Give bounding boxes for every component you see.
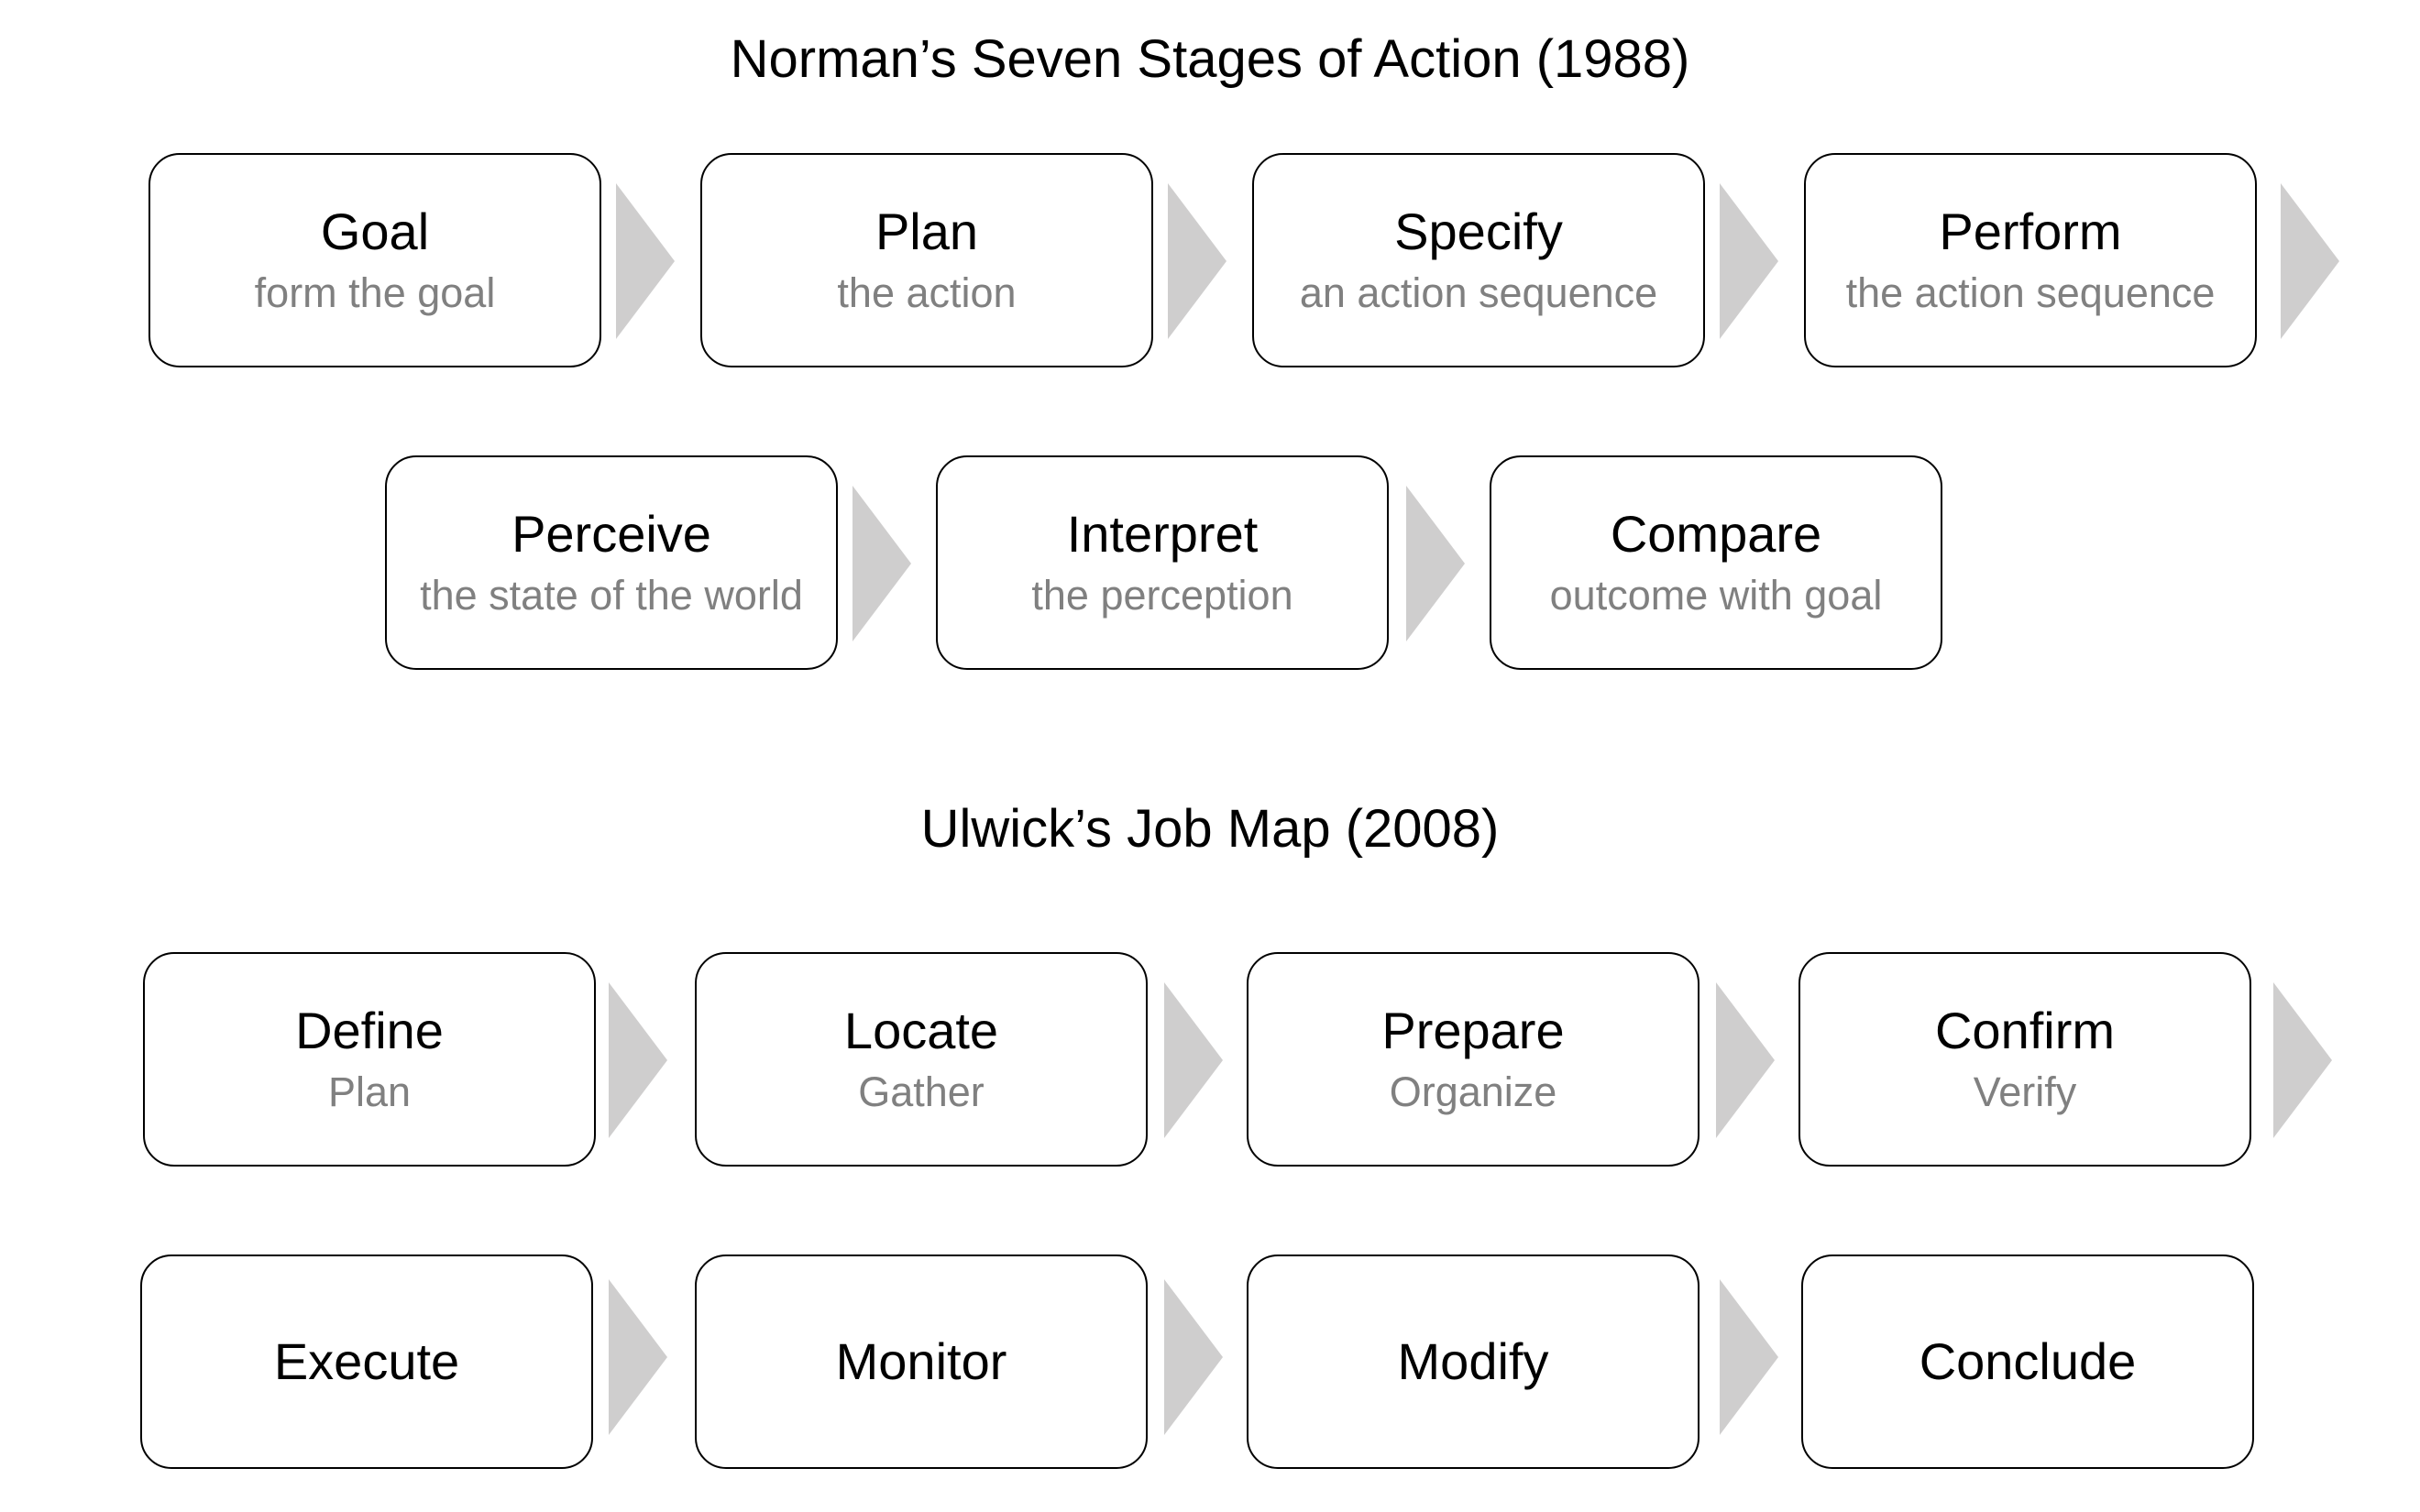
stage-description: form the goal bbox=[254, 269, 496, 317]
chevron-right-icon bbox=[1720, 1279, 1778, 1435]
ulwick-step-box: Locate Gather bbox=[695, 952, 1148, 1167]
step-label: Locate bbox=[843, 1002, 999, 1060]
stage-label: Specify bbox=[1394, 203, 1563, 261]
step-label: Confirm bbox=[1934, 1002, 2116, 1060]
norman-stage-box: Goal form the goal bbox=[148, 153, 601, 367]
step-label: Execute bbox=[273, 1332, 460, 1391]
ulwick-step-box: Modify bbox=[1247, 1255, 1700, 1469]
stage-description: the state of the world bbox=[420, 572, 803, 619]
chevron-right-icon bbox=[1406, 486, 1465, 641]
chevron-right-icon bbox=[852, 486, 911, 641]
stage-label: Interpret bbox=[1066, 505, 1259, 564]
norman-stage-box: Perceive the state of the world bbox=[385, 455, 838, 670]
chevron-right-icon bbox=[2273, 982, 2332, 1138]
chevron-right-icon bbox=[1168, 183, 1226, 339]
step-label: Modify bbox=[1397, 1332, 1549, 1391]
step-description: Verify bbox=[1973, 1068, 2077, 1116]
step-label: Monitor bbox=[835, 1332, 1007, 1391]
chevron-right-icon bbox=[609, 1279, 667, 1435]
norman-stage-box: Interpret the perception bbox=[936, 455, 1389, 670]
step-label: Define bbox=[295, 1002, 444, 1060]
chevron-right-icon bbox=[1716, 982, 1775, 1138]
stage-description: the action sequence bbox=[1845, 269, 2216, 317]
ulwick-step-box: Prepare Organize bbox=[1247, 952, 1700, 1167]
step-label: Prepare bbox=[1381, 1002, 1565, 1060]
stage-description: outcome with goal bbox=[1549, 572, 1883, 619]
ulwick-step-box: Define Plan bbox=[143, 952, 596, 1167]
chevron-right-icon bbox=[1164, 1279, 1223, 1435]
stage-label: Plan bbox=[874, 203, 979, 261]
norman-stage-box: Compare outcome with goal bbox=[1490, 455, 1942, 670]
stage-description: an action sequence bbox=[1299, 269, 1658, 317]
stage-description: the perception bbox=[1031, 572, 1293, 619]
stage-label: Perceive bbox=[512, 505, 711, 564]
stage-label: Compare bbox=[1610, 505, 1822, 564]
step-description: Gather bbox=[858, 1068, 984, 1116]
norman-stage-box: Plan the action bbox=[700, 153, 1153, 367]
chevron-right-icon bbox=[1164, 982, 1223, 1138]
step-description: Plan bbox=[327, 1068, 412, 1116]
ulwick-step-box: Monitor bbox=[695, 1255, 1148, 1469]
norman-stage-box: Perform the action sequence bbox=[1804, 153, 2257, 367]
chevron-right-icon bbox=[1720, 183, 1778, 339]
step-description: Organize bbox=[1389, 1068, 1557, 1116]
stage-description: the action bbox=[837, 269, 1017, 317]
chevron-right-icon bbox=[2281, 183, 2339, 339]
ulwick-step-box: Conclude bbox=[1801, 1255, 2254, 1469]
chevron-right-icon bbox=[609, 982, 667, 1138]
ulwick-step-box: Confirm Verify bbox=[1798, 952, 2251, 1167]
norman-diagram-title: Norman’s Seven Stages of Action (1988) bbox=[730, 29, 1690, 89]
ulwick-diagram-title: Ulwick’s Job Map (2008) bbox=[920, 799, 1500, 859]
stage-label: Perform bbox=[1939, 203, 2122, 261]
stage-label: Goal bbox=[320, 203, 430, 261]
norman-stage-box: Specify an action sequence bbox=[1252, 153, 1705, 367]
chevron-right-icon bbox=[616, 183, 675, 339]
step-label: Conclude bbox=[1919, 1332, 2137, 1391]
ulwick-step-box: Execute bbox=[140, 1255, 593, 1469]
